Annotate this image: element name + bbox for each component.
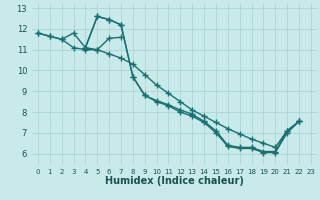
- X-axis label: Humidex (Indice chaleur): Humidex (Indice chaleur): [105, 176, 244, 186]
